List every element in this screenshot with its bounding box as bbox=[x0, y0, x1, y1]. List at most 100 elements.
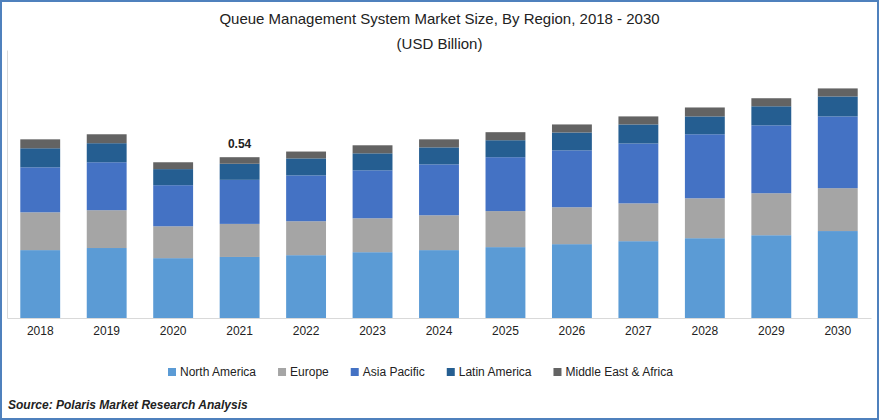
bar bbox=[486, 132, 526, 140]
bar bbox=[353, 145, 393, 153]
legend-label: Middle East & Africa bbox=[565, 365, 673, 379]
bar bbox=[20, 250, 60, 318]
bar bbox=[286, 158, 326, 175]
bar bbox=[685, 116, 725, 134]
legend-label: Asia Pacific bbox=[363, 365, 425, 379]
bars bbox=[20, 88, 857, 318]
bar bbox=[618, 144, 658, 204]
bar bbox=[153, 162, 193, 169]
bar bbox=[353, 218, 393, 252]
bar bbox=[751, 106, 791, 125]
bar bbox=[751, 193, 791, 235]
legend-swatch bbox=[447, 368, 455, 376]
bar bbox=[220, 224, 260, 257]
bar bbox=[153, 169, 193, 185]
bar bbox=[87, 248, 127, 318]
bar bbox=[87, 143, 127, 162]
bar bbox=[20, 167, 60, 212]
legend-swatch bbox=[278, 368, 286, 376]
bar bbox=[87, 134, 127, 143]
bar bbox=[486, 211, 526, 247]
bar bbox=[419, 215, 459, 250]
bar bbox=[751, 125, 791, 193]
bar bbox=[486, 157, 526, 211]
bar bbox=[618, 241, 658, 318]
bar bbox=[286, 221, 326, 255]
legend-swatch bbox=[351, 368, 359, 376]
x-tick: 2025 bbox=[492, 324, 519, 338]
bar bbox=[818, 88, 858, 96]
bar bbox=[153, 226, 193, 258]
bar bbox=[353, 153, 393, 170]
legend-item: Asia Pacific bbox=[351, 365, 425, 379]
bar bbox=[286, 175, 326, 221]
legend-label: Latin America bbox=[459, 365, 532, 379]
x-tick: 2020 bbox=[160, 324, 187, 338]
x-tick-label: 2025 bbox=[492, 324, 519, 338]
legend-label: Europe bbox=[290, 365, 329, 379]
bar bbox=[751, 98, 791, 106]
bar bbox=[685, 134, 725, 198]
legend-item: Latin America bbox=[447, 365, 532, 379]
legend-item: Europe bbox=[278, 365, 329, 379]
bar bbox=[419, 147, 459, 164]
bar bbox=[419, 164, 459, 215]
x-tick-label: 2018 bbox=[27, 324, 54, 338]
x-tick-label: 2020 bbox=[160, 324, 187, 338]
chart: Queue Management System Market Size, By … bbox=[0, 0, 879, 420]
legend: North America Europe Asia Pacific Latin Ame… bbox=[168, 365, 673, 379]
y-axis-line bbox=[7, 51, 8, 319]
legend-label: North America bbox=[180, 365, 256, 379]
x-tick: 2028 bbox=[691, 324, 718, 338]
x-tick: 2018 bbox=[27, 324, 54, 338]
x-tick: 2029 bbox=[758, 324, 785, 338]
annotation: 0.54 bbox=[228, 137, 252, 151]
x-tick-label: 2030 bbox=[824, 324, 851, 338]
bar bbox=[87, 210, 127, 248]
bar bbox=[552, 132, 592, 150]
subtitle: (USD Billion) bbox=[397, 35, 483, 52]
x-tick: 2021 bbox=[226, 324, 253, 338]
x-tick-label: 2019 bbox=[93, 324, 120, 338]
bar bbox=[353, 170, 393, 218]
x-tick-label: 2024 bbox=[426, 324, 453, 338]
bar bbox=[486, 140, 526, 157]
bar bbox=[685, 198, 725, 238]
bar bbox=[20, 148, 60, 167]
title: Queue Management System Market Size, By … bbox=[219, 10, 659, 27]
x-tick-label: 2026 bbox=[559, 324, 586, 338]
x-tick: 2027 bbox=[625, 324, 652, 338]
bar bbox=[87, 162, 127, 210]
series bbox=[20, 116, 857, 226]
x-tick-label: 2023 bbox=[359, 324, 386, 338]
x-tick-label: 2028 bbox=[691, 324, 718, 338]
bar bbox=[153, 258, 193, 318]
x-tick-label: 2022 bbox=[293, 324, 320, 338]
x-tick: 2030 bbox=[824, 324, 851, 338]
frame bbox=[1, 1, 878, 419]
x-tick-label: 2027 bbox=[625, 324, 652, 338]
x-tick: 2019 bbox=[93, 324, 120, 338]
bar bbox=[286, 255, 326, 318]
bar bbox=[220, 180, 260, 224]
bar bbox=[751, 235, 791, 318]
bar bbox=[818, 188, 858, 231]
bar bbox=[552, 124, 592, 132]
bar bbox=[818, 231, 858, 318]
x-tick: 2024 bbox=[426, 324, 453, 338]
bar bbox=[20, 139, 60, 148]
legend-item: Middle East & Africa bbox=[553, 365, 673, 379]
y-axis bbox=[7, 51, 8, 319]
bar bbox=[618, 124, 658, 143]
x-axis-line bbox=[8, 318, 872, 319]
bar bbox=[685, 107, 725, 116]
bar bbox=[220, 164, 260, 180]
legend-swatch bbox=[553, 368, 561, 376]
x-axis: 2018 2019 2020 2021 2022 2023 2024 2025 2026 2027… bbox=[8, 319, 872, 339]
bar bbox=[552, 150, 592, 207]
series bbox=[20, 88, 857, 169]
x-tick: 2026 bbox=[559, 324, 586, 338]
bar bbox=[220, 157, 260, 164]
legend-item: North America bbox=[168, 365, 256, 379]
bar bbox=[353, 252, 393, 318]
